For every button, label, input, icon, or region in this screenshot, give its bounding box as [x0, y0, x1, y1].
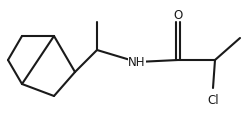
Text: O: O — [174, 10, 182, 23]
Text: Cl: Cl — [207, 94, 219, 107]
Text: NH: NH — [128, 55, 146, 68]
